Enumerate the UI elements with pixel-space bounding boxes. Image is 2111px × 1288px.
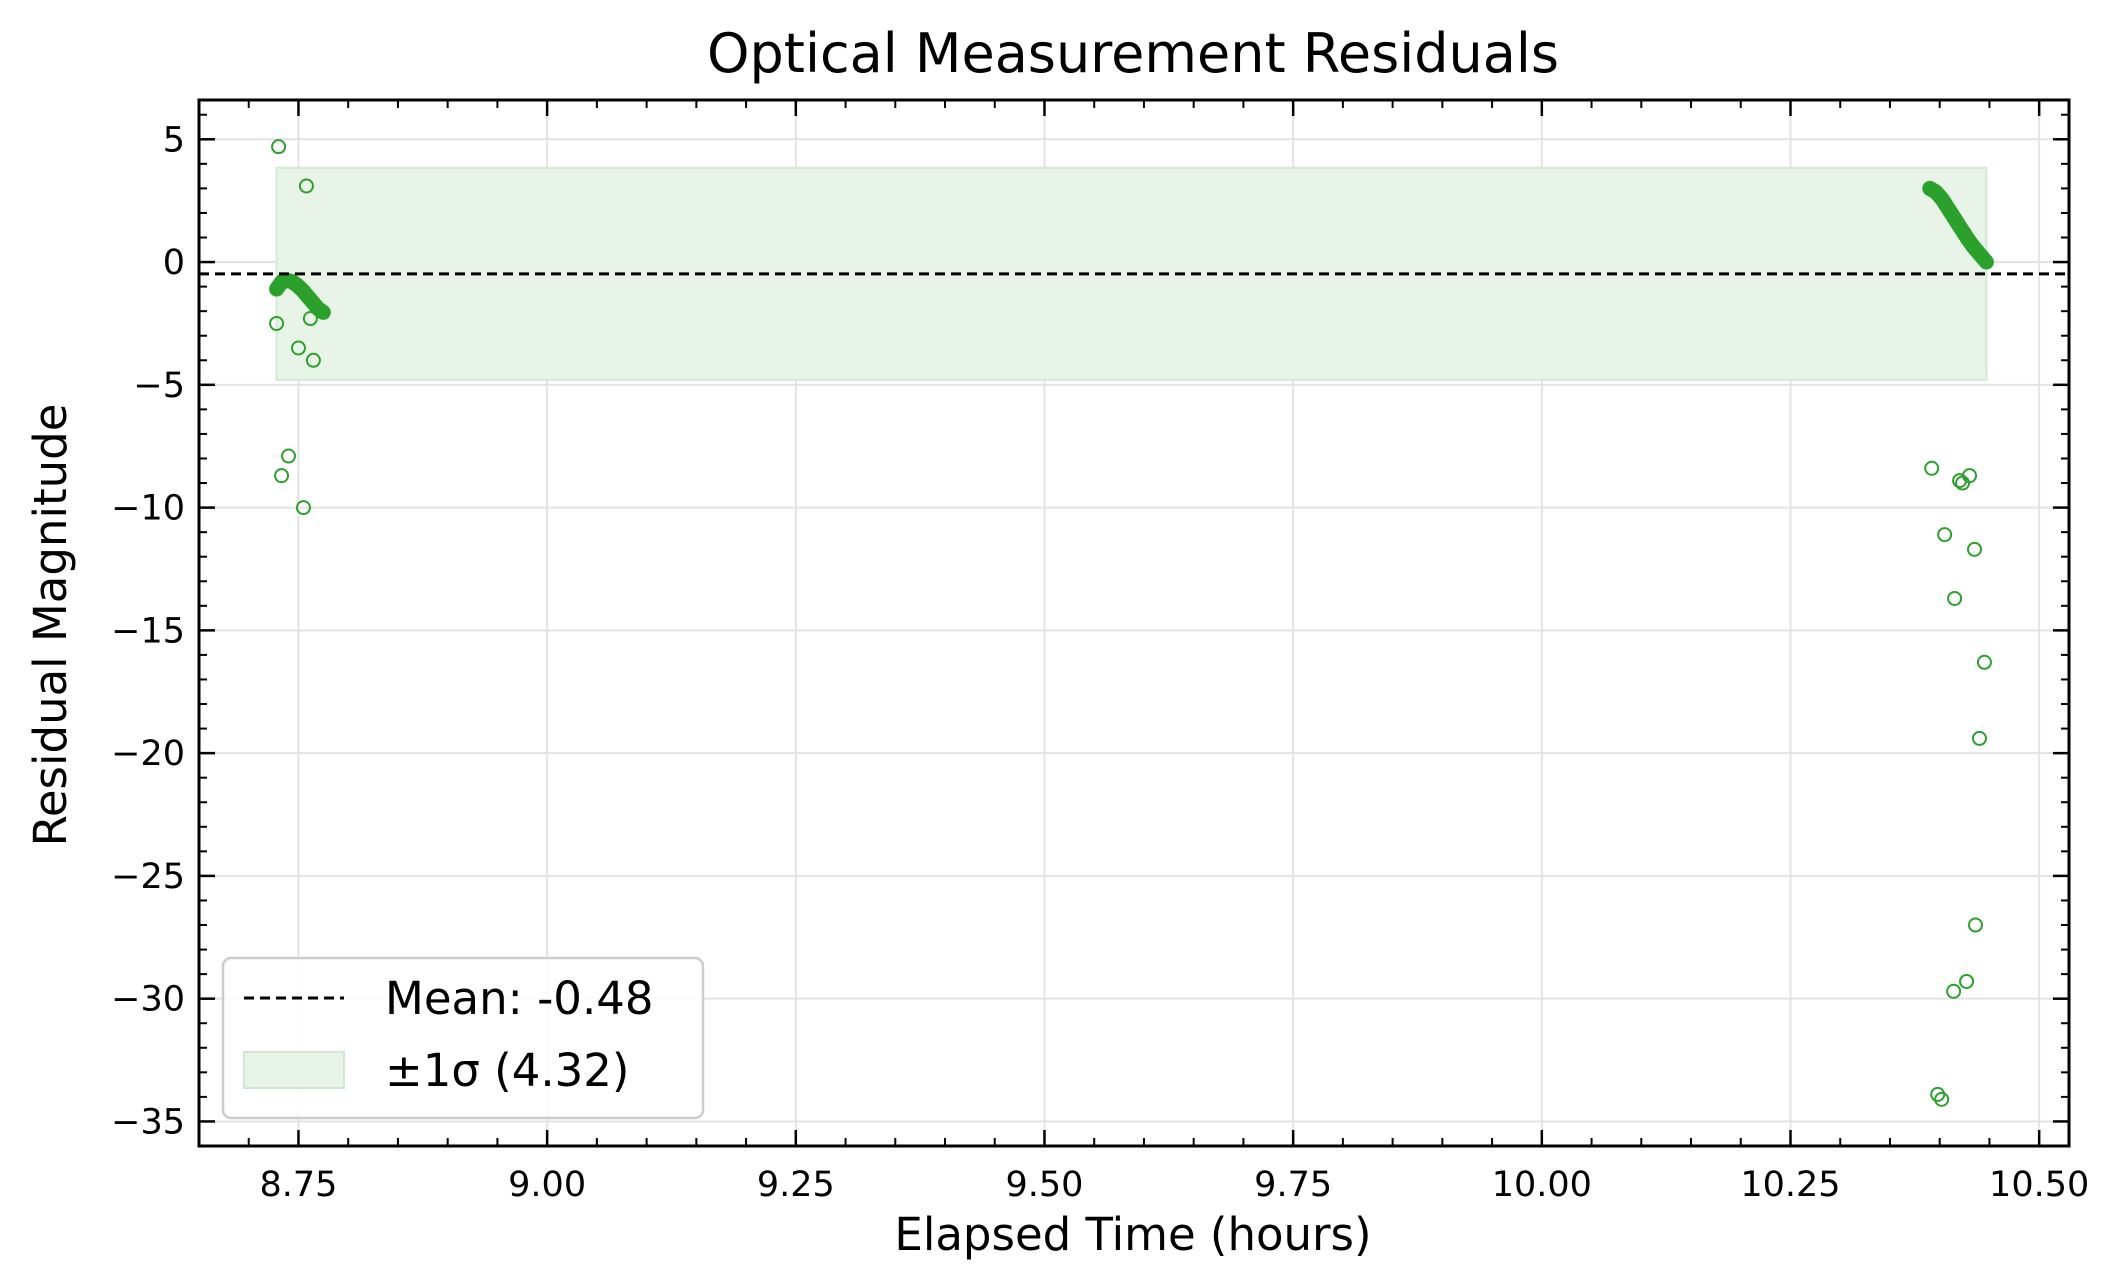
data-point bbox=[315, 304, 331, 320]
outlier-point bbox=[281, 448, 297, 464]
y-tick-label: −30 bbox=[111, 980, 185, 1020]
x-tick-label: 9.75 bbox=[1254, 1165, 1332, 1205]
data-point bbox=[1978, 254, 1994, 270]
outlier-point bbox=[305, 352, 321, 368]
x-tick-label: 10.50 bbox=[1989, 1165, 2089, 1205]
y-tick-label: −20 bbox=[111, 734, 185, 774]
outlier-point bbox=[1959, 973, 1975, 989]
ticks-layer bbox=[199, 100, 2069, 1147]
legend-sigma-swatch bbox=[243, 1051, 345, 1089]
x-tick-label: 9.25 bbox=[757, 1165, 835, 1205]
legend-mean-label: Mean: -0.48 bbox=[385, 972, 654, 1025]
outlier-point bbox=[1962, 468, 1978, 484]
chart-title: Optical Measurement Residuals bbox=[707, 22, 1559, 85]
outlier-point bbox=[269, 315, 285, 331]
y-tick-label: −15 bbox=[111, 611, 185, 651]
outlier-point bbox=[1947, 590, 1963, 606]
outlier-point bbox=[1934, 1091, 1950, 1107]
x-tick-label: 9.50 bbox=[1006, 1165, 1084, 1205]
y-tick-label: −25 bbox=[111, 857, 185, 897]
x-tick-label: 10.25 bbox=[1740, 1165, 1840, 1205]
y-tick-label: 0 bbox=[163, 243, 185, 283]
outlier-point bbox=[290, 340, 306, 356]
outlier-point bbox=[1968, 917, 1983, 933]
outlier-point bbox=[1976, 654, 1992, 670]
outlier-point bbox=[295, 500, 311, 516]
y-axis-label: Residual Magnitude bbox=[24, 404, 77, 847]
x-tick-label: 10.00 bbox=[1492, 1165, 1592, 1205]
tick-labels-layer: 8.75 9.00 9.25 9.50 9.75 10.00 10.25 10.50 5 0 −5 −… bbox=[111, 120, 2089, 1205]
plot-frame bbox=[197, 98, 2071, 1148]
legend: Mean: -0.48 ±1σ (4.32) bbox=[221, 956, 705, 1120]
outlier-point bbox=[298, 178, 314, 194]
legend-sigma-label: ±1σ (4.32) bbox=[385, 1044, 629, 1097]
outlier-point bbox=[1937, 527, 1953, 543]
x-tick-label: 9.00 bbox=[508, 1165, 586, 1205]
x-tick-label: 8.75 bbox=[259, 1165, 337, 1205]
outlier-point bbox=[271, 139, 287, 155]
x-axis-label: Elapsed Time (hours) bbox=[894, 1208, 1371, 1261]
y-tick-label: −5 bbox=[133, 366, 185, 406]
outlier-point bbox=[1924, 460, 1940, 476]
outlier-point bbox=[1971, 730, 1987, 746]
y-tick-label: −10 bbox=[111, 489, 185, 529]
outlier-point bbox=[274, 468, 290, 484]
y-tick-label: 5 bbox=[163, 120, 185, 160]
outlier-point bbox=[1967, 541, 1983, 557]
outlier-point bbox=[302, 311, 318, 327]
points-layer bbox=[269, 139, 1994, 1107]
y-tick-label: −35 bbox=[111, 1102, 185, 1142]
outlier-point bbox=[1946, 983, 1962, 999]
